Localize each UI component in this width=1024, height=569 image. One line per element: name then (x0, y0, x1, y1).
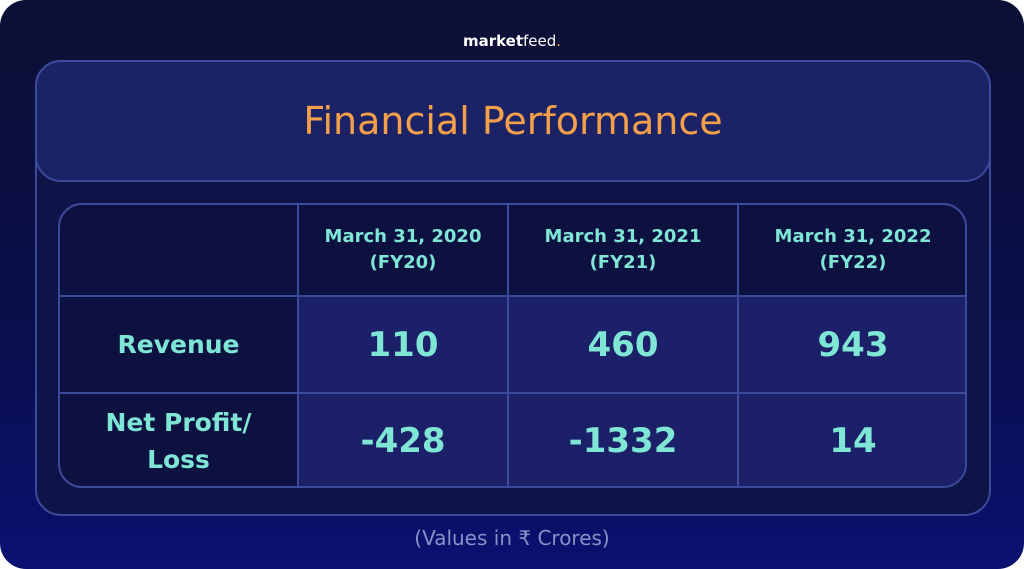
title: Financial Performance (303, 99, 723, 143)
column-date: March 31, 2022 (774, 226, 932, 247)
column-header: March 31, 2021 (FY21) (509, 205, 739, 297)
column-header: March 31, 2022 (FY22) (739, 205, 965, 297)
corner-cell (60, 205, 299, 297)
brand-part: feed (523, 32, 557, 50)
column-date: March 31, 2021 (544, 226, 702, 247)
value-cell: 460 (509, 297, 739, 394)
column-date: March 31, 2020 (324, 226, 482, 247)
table: March 31, 2020 (FY20) March 31, 2021 (FY21)… (58, 203, 967, 488)
value-cell: 110 (299, 297, 509, 394)
column-label: (FY22) (819, 252, 887, 273)
column-label: (FY21) (589, 252, 657, 273)
row-label: Revenue (60, 297, 299, 394)
value-cell: 943 (739, 297, 965, 394)
value-cell: -428 (299, 394, 509, 486)
brand-part: market (462, 32, 524, 50)
brand-dot: . (556, 32, 562, 50)
row-label: Net Profit/ Loss (60, 394, 299, 486)
column-header: March 31, 2020 (FY20) (299, 205, 509, 297)
title-band: Financial Performance (35, 60, 991, 182)
footnote: (Values in ₹ Crores) (414, 526, 610, 550)
value-cell: 14 (739, 394, 965, 486)
brand: marketfeed. (0, 32, 1024, 50)
value-cell: -1332 (509, 394, 739, 486)
column-label: (FY20) (369, 252, 437, 273)
